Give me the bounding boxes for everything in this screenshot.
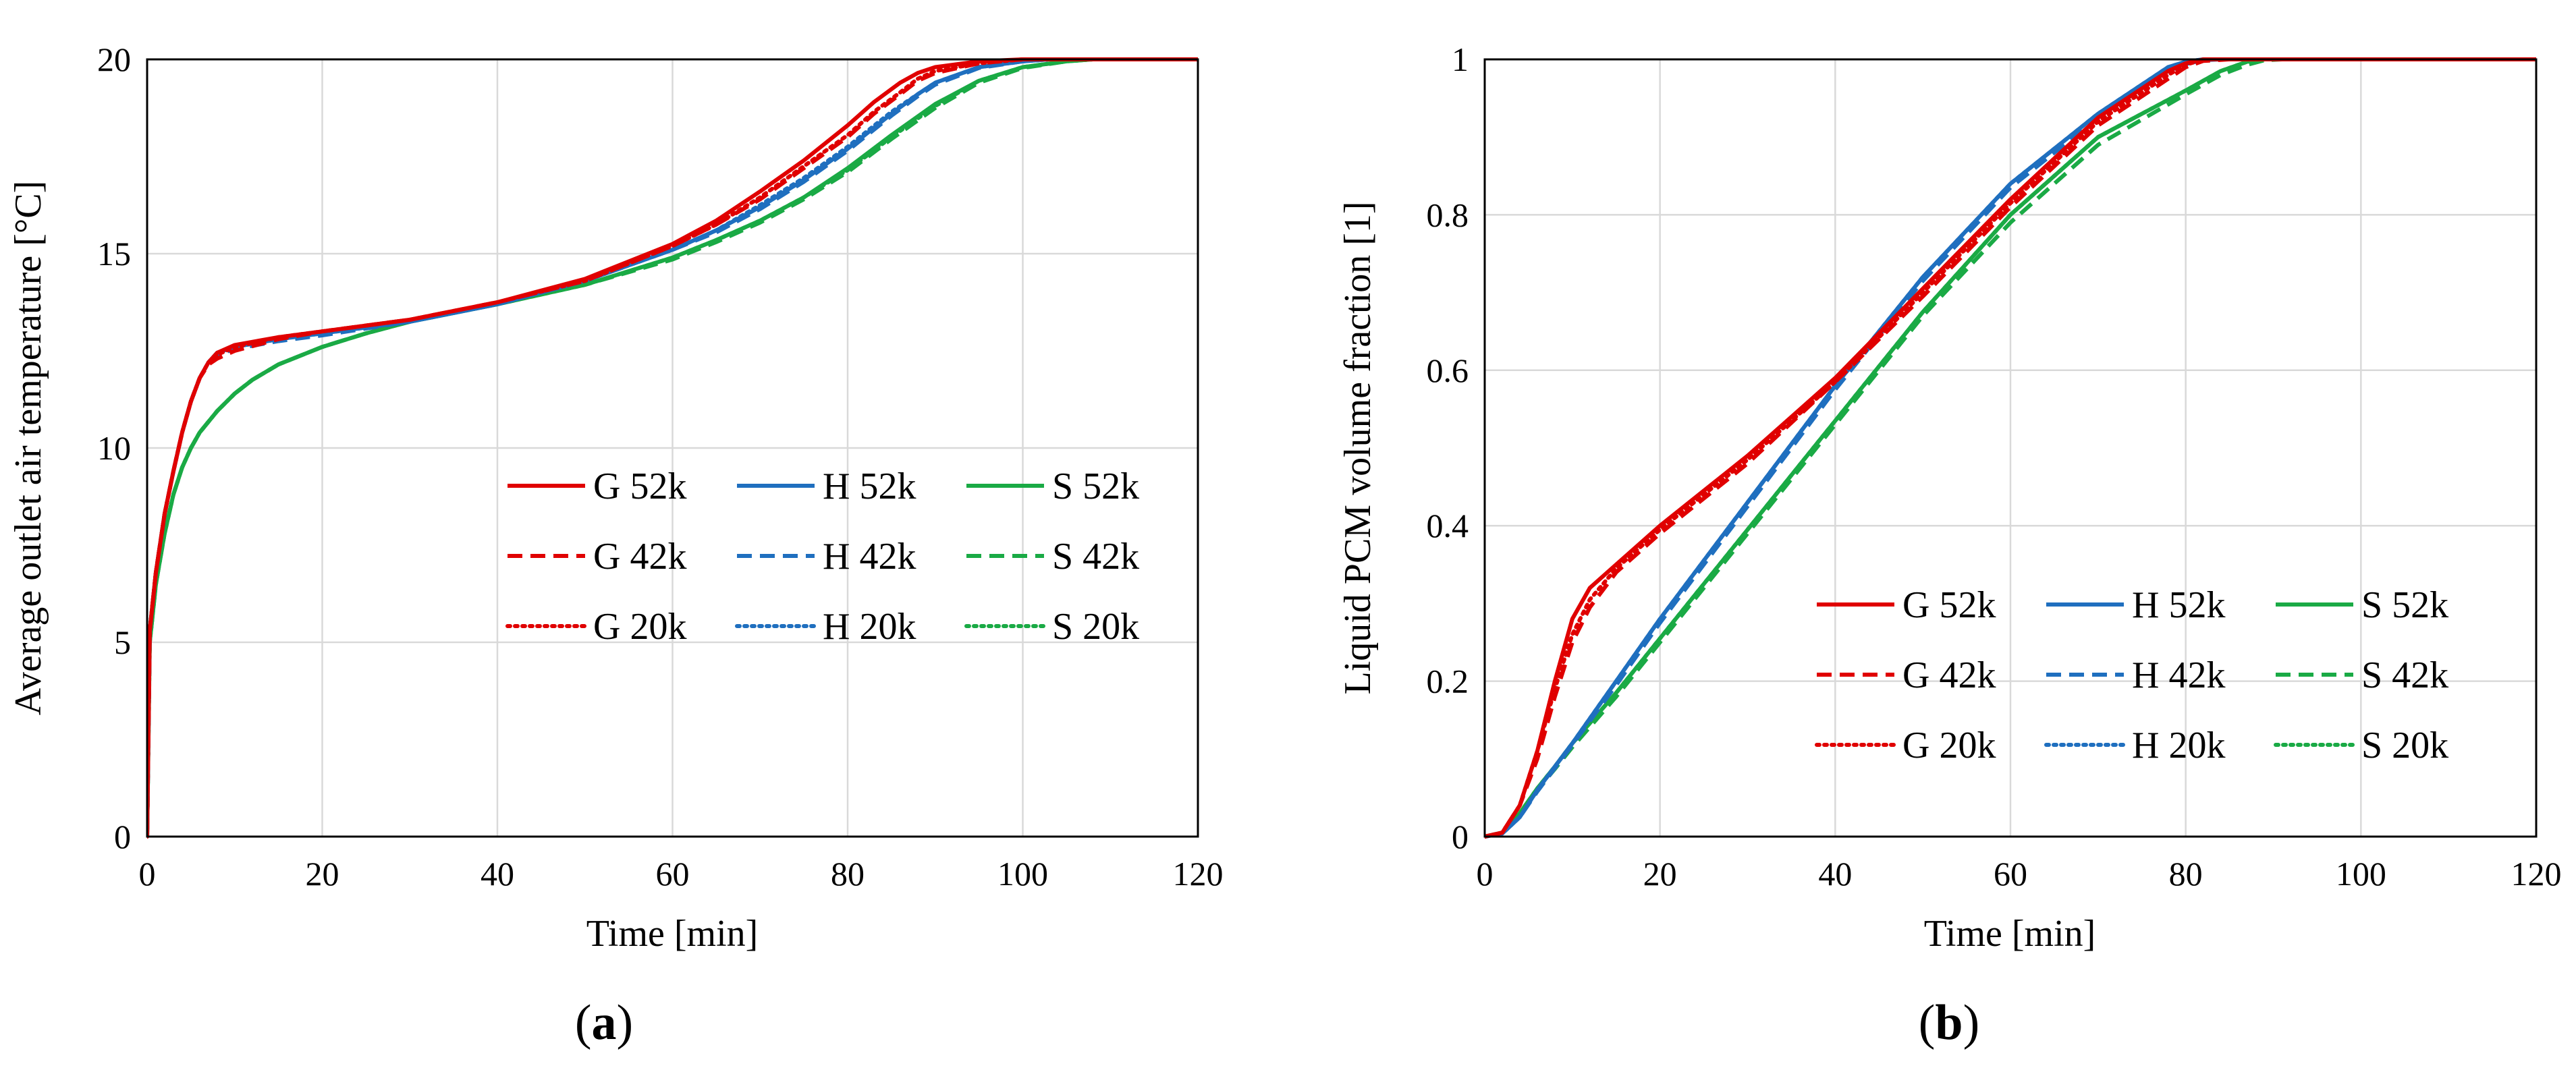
y-tick-label: 20	[97, 40, 131, 78]
y-tick-label: 0	[1452, 818, 1469, 855]
legend-label-g-42k: G 42k	[593, 536, 686, 578]
x-tick-label: 20	[306, 855, 339, 893]
legend-label-g-42k: G 42k	[1902, 654, 1996, 696]
legend-label-g-20k: G 20k	[593, 606, 686, 648]
plot-frame	[146, 58, 1199, 838]
legend-label-s-42k: S 42k	[1052, 536, 1139, 578]
legend-label-h-42k: H 42k	[2132, 654, 2225, 696]
legend-label-s-20k: S 20k	[1052, 606, 1139, 648]
series-group	[147, 57, 1198, 839]
x-tick-label: 80	[2169, 855, 2203, 893]
legend: G 52k G 42k G 20k H 52k H 42k H 20k S 52k S 42k…	[505, 466, 1139, 648]
x-tick-label: 120	[1173, 855, 1224, 893]
y-tick-label: 5	[114, 623, 131, 661]
legend-label-h-52k: H 52k	[823, 466, 916, 507]
legend-label-g-52k: G 52k	[1902, 584, 1996, 626]
legend-label-g-20k: G 20k	[1902, 725, 1996, 766]
legend-label-h-20k: H 20k	[2132, 725, 2225, 766]
legend: G 52k G 42k G 20k H 52k H 42k H 20k S 52k S 42k…	[1815, 584, 2448, 766]
panel-label: (a)	[575, 995, 633, 1050]
x-axis-title: Time [min]	[1924, 913, 2096, 955]
chart-panel-a: 0 20 40 60 80 100 120 0 5 10 15 20 Time [min] Average…	[7, 40, 1224, 1050]
plot-frame	[1483, 58, 2538, 838]
legend-label-h-42k: H 42k	[823, 536, 916, 578]
legend-label-h-20k: H 20k	[823, 606, 916, 648]
panel-label: (b)	[1919, 995, 1979, 1050]
x-tick-label: 80	[831, 855, 865, 893]
x-tick-label: 40	[1818, 855, 1852, 893]
legend-label-g-52k: G 52k	[593, 466, 686, 507]
y-tick-label: 10	[97, 429, 131, 467]
legend-label-s-52k: S 52k	[1052, 466, 1139, 507]
x-tick-label: 40	[481, 855, 514, 893]
y-tick-label: 0.4	[1427, 507, 1469, 544]
chart-panel-b: 0 20 40 60 80 100 120 0 0.2 0.4 0.6 0.8 1 Time [min] L…	[1337, 40, 2562, 1050]
y-tick-label: 0	[114, 818, 131, 855]
y-tick-label: 1	[1452, 40, 1469, 78]
x-tick-label: 100	[2336, 855, 2386, 893]
x-tick-label: 100	[997, 855, 1048, 893]
y-axis-title: Liquid PCM volume fraction [1]	[1337, 201, 1379, 694]
x-tick-label: 20	[1643, 855, 1677, 893]
x-tick-label: 60	[1994, 855, 2027, 893]
x-tick-label: 120	[2511, 855, 2562, 893]
y-tick-label: 15	[97, 235, 131, 273]
y-tick-label: 0.8	[1427, 196, 1469, 233]
x-tick-label: 0	[139, 855, 156, 893]
y-tick-label: 0.2	[1427, 663, 1469, 700]
y-axis-title: Average outlet air temperature [°C]	[7, 181, 49, 716]
legend-label-s-20k: S 20k	[2361, 725, 2448, 766]
series-line-g-20k	[147, 57, 1198, 839]
x-tick-label: 0	[1477, 855, 1493, 893]
legend-label-h-52k: H 52k	[2132, 584, 2225, 626]
x-tick-label: 60	[656, 855, 690, 893]
x-axis-title: Time [min]	[586, 913, 759, 955]
y-tick-label: 0.6	[1427, 352, 1469, 389]
legend-label-s-42k: S 42k	[2361, 654, 2448, 696]
legend-label-s-52k: S 52k	[2361, 584, 2448, 626]
